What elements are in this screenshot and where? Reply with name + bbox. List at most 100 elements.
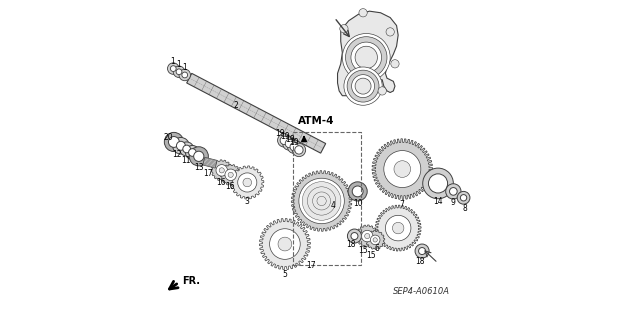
Text: 15: 15 (366, 251, 376, 260)
Circle shape (183, 145, 191, 153)
Polygon shape (291, 171, 352, 231)
Circle shape (371, 235, 380, 245)
Circle shape (168, 63, 179, 74)
Text: 19: 19 (275, 129, 285, 138)
Text: 14: 14 (433, 197, 443, 206)
Circle shape (317, 196, 326, 206)
Circle shape (355, 46, 378, 69)
Circle shape (384, 151, 421, 188)
Text: SEP4-A0610A: SEP4-A0610A (393, 287, 450, 296)
Text: 15: 15 (358, 246, 368, 255)
Polygon shape (203, 157, 217, 168)
Circle shape (216, 165, 227, 176)
Circle shape (280, 136, 289, 145)
Circle shape (351, 75, 374, 98)
Circle shape (386, 28, 394, 36)
Circle shape (173, 66, 185, 78)
Polygon shape (211, 160, 232, 181)
Text: 12: 12 (172, 150, 182, 159)
Circle shape (365, 234, 370, 239)
Circle shape (225, 169, 236, 181)
Circle shape (311, 190, 332, 211)
Circle shape (278, 134, 291, 147)
Circle shape (278, 237, 292, 251)
Text: 10: 10 (353, 199, 362, 208)
Circle shape (378, 87, 387, 95)
Text: 2: 2 (233, 101, 238, 110)
Circle shape (340, 25, 348, 33)
Circle shape (292, 143, 306, 157)
Circle shape (394, 161, 411, 177)
Circle shape (460, 195, 467, 201)
Circle shape (428, 174, 447, 193)
Polygon shape (365, 230, 385, 249)
Circle shape (177, 141, 186, 150)
Circle shape (285, 139, 294, 148)
Circle shape (219, 168, 225, 173)
Text: 7: 7 (399, 200, 404, 209)
Circle shape (182, 72, 188, 78)
Circle shape (176, 69, 182, 75)
Circle shape (269, 229, 300, 259)
Circle shape (180, 142, 194, 156)
Circle shape (302, 182, 341, 220)
Circle shape (290, 143, 298, 151)
Circle shape (295, 146, 303, 154)
Circle shape (373, 238, 378, 242)
Circle shape (283, 137, 296, 150)
Circle shape (347, 70, 379, 102)
Text: 8: 8 (463, 204, 467, 213)
Circle shape (173, 137, 189, 154)
Circle shape (348, 182, 367, 201)
Circle shape (355, 78, 371, 94)
Circle shape (287, 140, 301, 153)
Circle shape (305, 184, 339, 218)
Text: 1: 1 (176, 60, 181, 69)
Text: 19: 19 (290, 138, 300, 147)
Polygon shape (337, 11, 398, 96)
Text: 20: 20 (164, 133, 173, 142)
Polygon shape (230, 166, 264, 199)
Circle shape (164, 132, 184, 152)
Polygon shape (375, 205, 421, 251)
Circle shape (445, 184, 461, 199)
Circle shape (449, 188, 457, 195)
Circle shape (189, 147, 209, 166)
Polygon shape (187, 73, 326, 153)
Circle shape (312, 192, 331, 210)
Text: 1: 1 (182, 63, 187, 72)
Text: 18: 18 (415, 257, 424, 266)
Circle shape (243, 178, 252, 187)
Circle shape (316, 196, 327, 206)
Circle shape (351, 42, 381, 73)
Circle shape (228, 172, 233, 177)
Text: 9: 9 (451, 198, 456, 207)
Circle shape (170, 66, 176, 71)
Circle shape (189, 149, 196, 156)
Text: 19: 19 (280, 132, 290, 141)
Circle shape (351, 233, 358, 240)
Circle shape (168, 137, 179, 147)
Text: 11: 11 (181, 156, 191, 165)
Polygon shape (356, 225, 378, 247)
Circle shape (385, 215, 411, 241)
Text: 17: 17 (307, 261, 316, 270)
Circle shape (362, 230, 373, 242)
Text: FR.: FR. (182, 276, 200, 286)
Text: 5: 5 (282, 270, 287, 279)
Text: 19: 19 (285, 135, 294, 144)
Circle shape (299, 178, 344, 224)
Circle shape (391, 60, 399, 68)
Circle shape (186, 145, 200, 160)
Circle shape (342, 33, 390, 81)
Text: 6: 6 (375, 244, 380, 253)
Circle shape (307, 187, 336, 215)
Circle shape (179, 69, 191, 81)
Circle shape (359, 9, 367, 17)
Circle shape (422, 168, 453, 199)
Text: ATM-4: ATM-4 (298, 116, 334, 126)
Circle shape (392, 222, 404, 234)
Text: 18: 18 (346, 241, 355, 249)
Circle shape (237, 173, 257, 192)
Text: 16: 16 (216, 178, 226, 187)
